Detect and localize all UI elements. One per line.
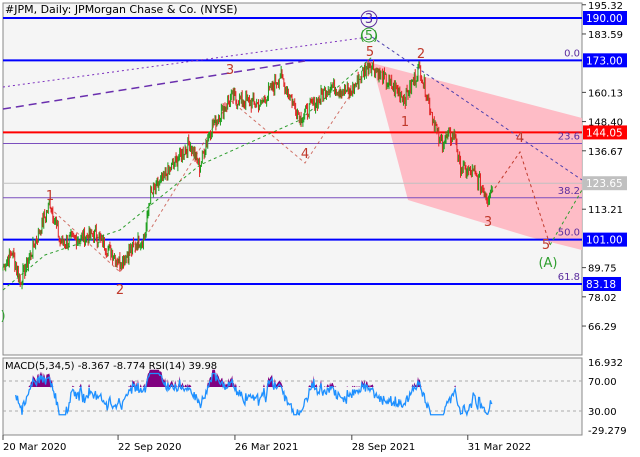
wave-label: (A) xyxy=(538,256,557,271)
chart-title: #JPM, Daily: JPMorgan Chase & Co. (NYSE) xyxy=(5,3,238,16)
indicator-axis-label: 70.00 xyxy=(588,377,617,388)
pink-channel-zone xyxy=(372,63,582,250)
wave-label: 3 xyxy=(365,12,373,27)
red-wave-path xyxy=(49,61,373,273)
x-tick-label: 31 Mar 2022 xyxy=(468,442,531,453)
level-price-label: 144.05 xyxy=(586,127,623,139)
rsi-line xyxy=(15,372,493,418)
wave-label: 3 xyxy=(226,63,234,78)
indicator-axis-label: 16.932 xyxy=(588,358,623,369)
level-price-box xyxy=(583,53,627,68)
level-price-box xyxy=(583,11,627,25)
y-tick-label: 160.13 xyxy=(588,88,623,99)
green-projection-path xyxy=(549,189,583,246)
x-tick-label: 26 Mar 2021 xyxy=(235,442,298,453)
y-tick-label: 195.32 xyxy=(588,1,623,12)
x-tick-label: 28 Sep 2021 xyxy=(352,442,415,453)
level-price-box xyxy=(583,125,627,140)
indicator-label: MACD(5,34,5) -8.367 -8.774 RSI(14) 39.98 xyxy=(5,361,218,372)
fib-label: 61.8 xyxy=(558,272,580,283)
red-projection-path xyxy=(487,150,551,246)
indicator-axis-label: -29.279 xyxy=(588,426,627,437)
wave-label: 4 xyxy=(301,147,309,162)
fib-label: 38.2 xyxy=(558,186,580,197)
y-tick-label: 89.75 xyxy=(588,264,617,275)
wave-label: 1 xyxy=(46,189,54,204)
fib-label: 50.0 xyxy=(558,228,580,239)
green-wave-path xyxy=(2,56,373,291)
navy-dashed-trendline xyxy=(371,36,583,181)
wave-label: 5 xyxy=(366,45,374,60)
wave-label: 2 xyxy=(116,283,124,298)
x-tick-label: 20 Mar 2020 xyxy=(3,442,66,453)
wave-label: 5 xyxy=(542,238,550,253)
level-price-label: 173.00 xyxy=(586,55,623,67)
dashed-trendline xyxy=(2,60,306,110)
wave-label: ) xyxy=(0,309,5,324)
y-tick-label: 66.29 xyxy=(588,322,617,333)
level-price-box xyxy=(583,176,627,191)
fib-label: 23.6 xyxy=(558,131,580,142)
fib-label: 0.0 xyxy=(564,48,580,59)
level-price-box xyxy=(583,276,621,291)
wave-label: 3 xyxy=(484,215,492,230)
wave-label: 1 xyxy=(401,115,409,130)
level-price-label: 83.18 xyxy=(586,279,616,291)
indicator-axis-label: 30.00 xyxy=(588,407,617,418)
y-tick-label: 78.02 xyxy=(588,293,617,304)
y-tick-label: 136.67 xyxy=(588,147,623,158)
level-price-label: 101.00 xyxy=(586,235,623,247)
level-price-label: 190.00 xyxy=(586,13,623,25)
level-price-box xyxy=(583,232,627,247)
wave-circle xyxy=(361,27,377,43)
level-price-label: 123.65 xyxy=(586,178,623,190)
x-tick-label: 22 Sep 2020 xyxy=(118,442,181,453)
y-tick-label: 113.21 xyxy=(588,205,623,216)
wave-label: 2 xyxy=(417,47,425,62)
dotted-trendline xyxy=(2,36,370,88)
wave-circle xyxy=(360,10,378,28)
wave-label: 4 xyxy=(516,131,524,146)
y-tick-label: 148.40 xyxy=(588,118,623,129)
y-tick-label: 183.59 xyxy=(588,30,623,41)
